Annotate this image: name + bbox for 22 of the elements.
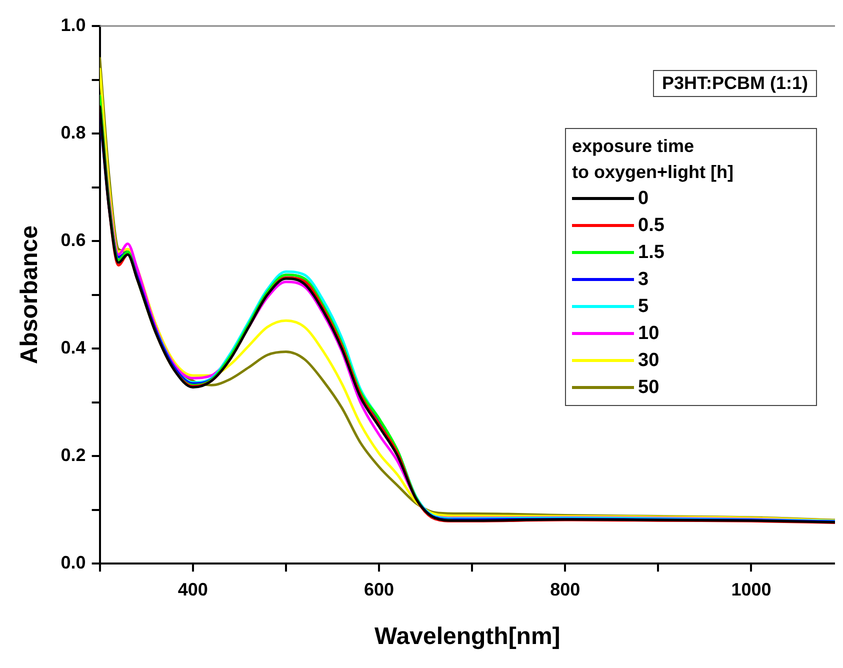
legend-label: 30 [638,350,660,372]
x-axis-title: Wavelength[nm] [374,623,560,650]
x-tick-label: 600 [364,579,394,600]
legend-label: 0.5 [638,214,664,236]
legend-title: exposure time to oxygen+light [h] [572,135,734,184]
text: 0.0 [60,552,86,573]
legend-label: 0 [638,188,649,210]
y-tick-label: 0.8 [60,122,86,142]
x-tick-label: 800 [550,579,580,600]
y-tick-label: 1.0 [60,14,86,35]
legend-label: 3 [638,268,649,290]
annotation: P3HT:PCBM (1:1) [652,70,817,97]
x-tick-label: 1000 [731,579,772,600]
legend-label: 10 [638,322,660,344]
x-tick-label: 400 [178,579,208,600]
legend-label: 50 [638,376,660,398]
legend-label: 1.5 [638,242,664,264]
y-tick-label: 0.4 [60,338,86,358]
y-tick-label: 0.2 [60,445,86,466]
y-tick-label: 0.6 [60,230,86,250]
legend-label: 5 [638,296,649,318]
y-axis-title: Absorbance [16,225,44,364]
